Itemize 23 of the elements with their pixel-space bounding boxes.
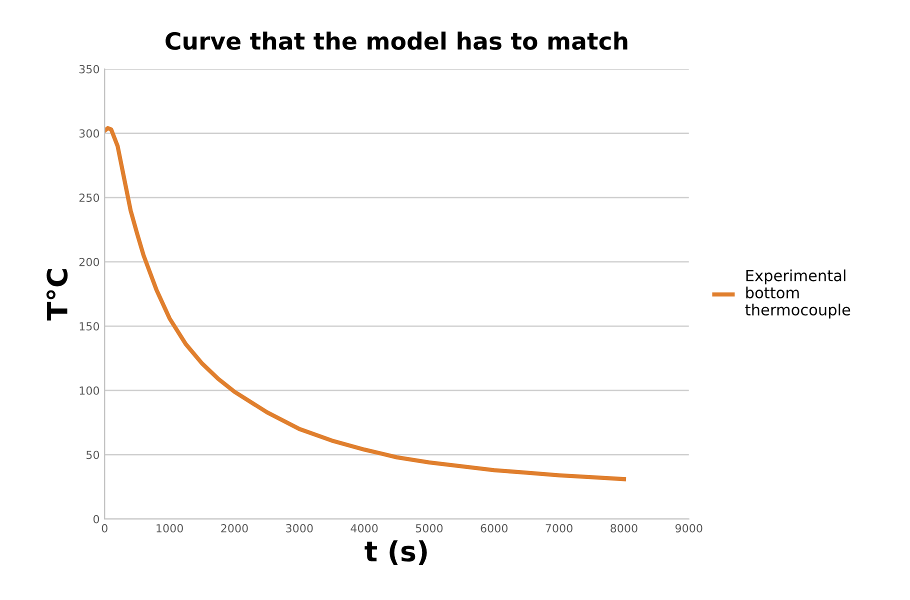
x-tick-label: 8000 [610, 524, 638, 532]
y-tick-label: 50 [86, 450, 100, 460]
y-tick-label: 200 [79, 258, 100, 266]
y-tick-label: 150 [80, 322, 100, 331]
x-tick-label: 4000 [350, 524, 378, 532]
x-tick-label: 3000 [286, 524, 313, 532]
chart-title: Curve that the model has to match [166, 32, 628, 50]
y-tick-label: 0 [93, 514, 100, 524]
x-tick-label: 0 [102, 524, 108, 532]
y-axis-title: T°C [46, 269, 68, 320]
x-tick-label: 1000 [156, 524, 183, 532]
line-series [104, 126, 626, 482]
legend-label: Experimental bottom thermocouple [745, 270, 850, 318]
x-tick-label: 2000 [221, 524, 248, 532]
x-axis-title: t (s) [364, 540, 427, 565]
y-tick-label: 100 [80, 386, 100, 395]
x-tick-label: 9000 [675, 524, 702, 532]
y-tick-label: 350 [79, 64, 100, 74]
y-tick-label: 250 [79, 194, 100, 202]
x-tick-label: 7000 [546, 524, 572, 532]
y-tick-label: 300 [79, 129, 100, 138]
x-tick-label: 5000 [416, 524, 443, 532]
x-tick-label: 6000 [480, 524, 508, 532]
